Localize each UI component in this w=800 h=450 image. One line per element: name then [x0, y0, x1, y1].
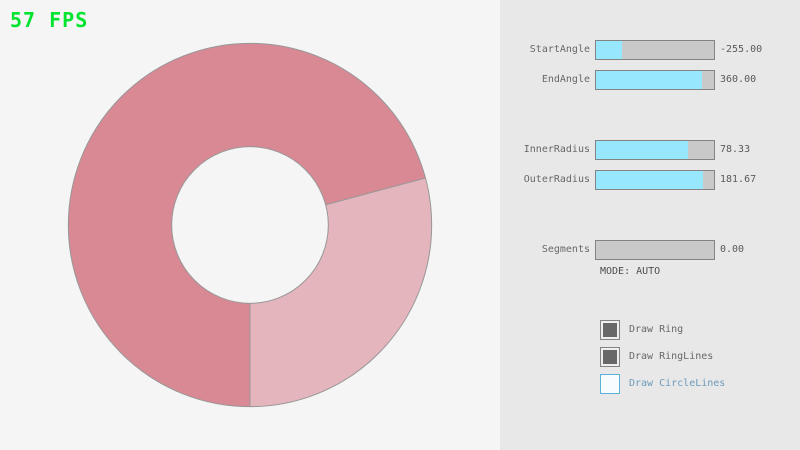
- draw-circlelines-checkbox[interactable]: [600, 374, 620, 394]
- slider-row-endangle: EndAngle 360.00: [460, 70, 756, 90]
- slider-fill: [596, 141, 689, 159]
- outerradius-slider[interactable]: [595, 170, 715, 190]
- innerradius-label: InnerRadius: [523, 144, 590, 155]
- checkbox-row-draw-ring: Draw Ring: [600, 320, 683, 340]
- segments-label: Segments: [541, 244, 590, 255]
- draw-ringlines-checkbox[interactable]: [600, 347, 620, 367]
- slider-fill: [596, 171, 704, 189]
- fps-counter: 57 FPS: [10, 8, 89, 32]
- innerradius-value: 78.33: [720, 144, 751, 155]
- slider-row-startangle: StartAngle -255.00: [460, 40, 762, 60]
- ring-boundary-line-start: [325, 177, 426, 206]
- draw-ringlines-label: Draw RingLines: [629, 351, 714, 362]
- innerradius-slider[interactable]: [595, 140, 715, 160]
- outerradius-value: 181.67: [720, 174, 757, 185]
- slider-row-innerradius: InnerRadius 78.33: [460, 140, 750, 160]
- endangle-label: EndAngle: [541, 74, 590, 85]
- checkbox-row-draw-ringlines: Draw RingLines: [600, 347, 713, 367]
- segments-slider[interactable]: [595, 240, 715, 260]
- startangle-slider[interactable]: [595, 40, 715, 60]
- startangle-label: StartAngle: [529, 44, 590, 55]
- segments-value: 0.00: [720, 244, 745, 255]
- ring-hole: [171, 146, 329, 304]
- slider-fill: [596, 41, 622, 59]
- draw-ring-checkbox[interactable]: [600, 320, 620, 340]
- mode-label: MODE: AUTO: [600, 266, 661, 277]
- startangle-value: -255.00: [720, 44, 763, 55]
- slider-fill: [596, 71, 703, 89]
- outerradius-label: OuterRadius: [523, 174, 590, 185]
- draw-ring-label: Draw Ring: [629, 324, 684, 335]
- slider-row-outerradius: OuterRadius 181.67: [460, 170, 756, 190]
- draw-circlelines-label: Draw CircleLines: [629, 378, 726, 389]
- ring-canvas: [67, 42, 433, 408]
- checkbox-row-draw-circlelines: Draw CircleLines: [600, 374, 725, 394]
- endangle-value: 360.00: [720, 74, 757, 85]
- slider-row-segments: Segments 0.00: [460, 240, 744, 260]
- endangle-slider[interactable]: [595, 70, 715, 90]
